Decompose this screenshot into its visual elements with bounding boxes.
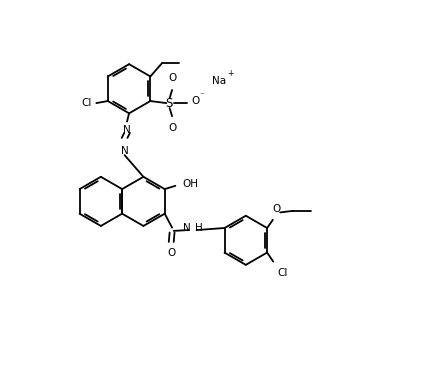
- Text: S: S: [165, 97, 173, 110]
- Text: Cl: Cl: [82, 98, 92, 108]
- Text: N: N: [183, 223, 190, 233]
- Text: O: O: [168, 73, 176, 83]
- Text: OH: OH: [182, 179, 198, 189]
- Text: N: N: [123, 125, 131, 135]
- Text: O: O: [273, 204, 281, 214]
- Text: H: H: [195, 223, 203, 233]
- Text: +: +: [227, 69, 233, 78]
- Text: O: O: [168, 123, 176, 133]
- Text: ⁻: ⁻: [199, 91, 204, 100]
- Text: O: O: [167, 249, 176, 259]
- Text: Cl: Cl: [277, 268, 287, 278]
- Text: O: O: [192, 96, 200, 106]
- Text: N: N: [121, 146, 128, 156]
- Text: Na: Na: [212, 75, 226, 85]
